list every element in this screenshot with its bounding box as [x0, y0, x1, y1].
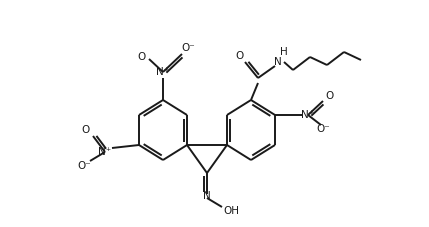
Text: O: O	[137, 52, 145, 62]
Text: O: O	[236, 51, 244, 61]
Text: N: N	[274, 57, 282, 67]
Text: N⁺: N⁺	[98, 147, 112, 157]
Text: O⁻: O⁻	[77, 161, 91, 171]
Text: N: N	[203, 191, 211, 201]
Text: O: O	[82, 125, 90, 135]
Text: N⁺: N⁺	[302, 110, 314, 120]
Text: H: H	[280, 47, 288, 57]
Text: O: O	[326, 91, 334, 101]
Text: O⁻: O⁻	[181, 43, 195, 53]
Text: OH: OH	[223, 206, 239, 216]
Text: N⁺: N⁺	[157, 67, 169, 77]
Text: O⁻: O⁻	[316, 124, 330, 134]
